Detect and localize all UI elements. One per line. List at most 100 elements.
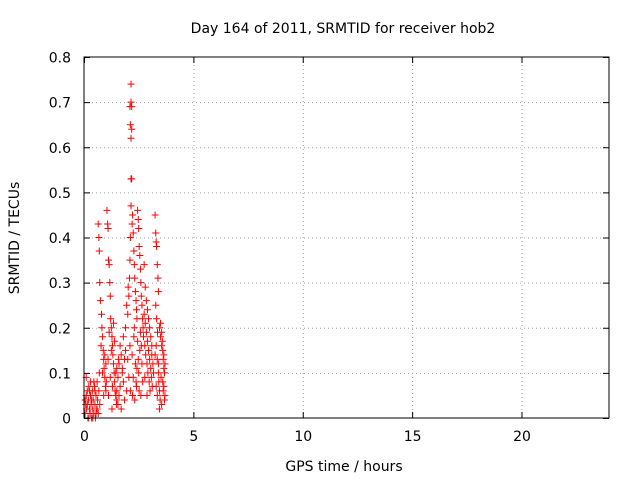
data-point xyxy=(105,328,113,336)
data-point xyxy=(146,355,154,363)
data-points xyxy=(81,80,169,422)
data-point xyxy=(108,405,116,413)
data-point xyxy=(143,391,151,399)
y-tick-label: 0.7 xyxy=(49,96,71,112)
data-point xyxy=(158,342,166,350)
data-point xyxy=(151,211,159,219)
data-point xyxy=(105,391,112,399)
data-point xyxy=(160,382,168,390)
data-point xyxy=(110,319,118,327)
data-point xyxy=(104,355,112,363)
data-point xyxy=(122,346,130,354)
data-point xyxy=(154,369,162,377)
data-point xyxy=(90,378,98,386)
data-point xyxy=(92,391,100,399)
data-point xyxy=(147,373,155,381)
x-tick-label: 15 xyxy=(404,429,422,445)
data-point xyxy=(152,382,160,390)
data-point xyxy=(128,125,136,133)
data-point xyxy=(141,373,149,381)
data-point xyxy=(129,391,137,399)
data-point xyxy=(127,98,135,106)
data-point xyxy=(141,319,149,327)
data-point xyxy=(135,369,143,377)
data-point xyxy=(120,396,128,404)
data-point xyxy=(147,333,155,341)
data-point xyxy=(108,382,116,390)
data-point xyxy=(153,261,161,269)
data-point xyxy=(153,243,161,251)
data-point xyxy=(96,400,104,408)
data-point xyxy=(153,355,161,363)
data-point xyxy=(99,369,107,377)
data-point xyxy=(81,396,89,404)
data-point xyxy=(130,324,138,332)
data-point xyxy=(160,364,168,372)
data-point xyxy=(113,387,121,395)
data-point xyxy=(116,382,124,390)
data-point xyxy=(155,405,163,413)
data-point xyxy=(133,306,140,314)
data-point xyxy=(129,211,137,219)
data-point xyxy=(126,387,134,395)
data-point xyxy=(95,234,103,241)
y-tick-label: 0.5 xyxy=(49,186,71,202)
data-point xyxy=(161,369,168,377)
data-point xyxy=(129,373,137,381)
data-point xyxy=(122,324,130,332)
data-point xyxy=(115,355,123,363)
y-tick-label: 0.4 xyxy=(49,231,71,247)
data-point xyxy=(137,391,145,399)
x-tick-label: 10 xyxy=(294,429,312,445)
data-point xyxy=(113,396,121,404)
data-point xyxy=(157,333,165,341)
data-point xyxy=(101,351,109,359)
data-point xyxy=(158,328,166,336)
data-point xyxy=(99,333,107,341)
data-point xyxy=(123,301,131,309)
data-point xyxy=(106,279,114,287)
data-point xyxy=(125,292,133,300)
x-tick-label: 20 xyxy=(513,429,531,445)
data-point xyxy=(152,301,160,309)
data-point xyxy=(92,409,100,417)
data-point xyxy=(145,346,153,354)
data-point xyxy=(126,234,134,241)
data-point xyxy=(143,337,151,345)
data-point xyxy=(117,351,125,359)
data-point xyxy=(158,337,166,345)
data-point xyxy=(154,360,162,368)
data-point xyxy=(117,405,125,413)
data-point xyxy=(107,324,115,332)
data-point xyxy=(128,103,136,111)
axis-ticks xyxy=(84,57,609,419)
data-point xyxy=(104,224,112,232)
data-point xyxy=(132,297,140,305)
data-point xyxy=(126,256,134,264)
data-point xyxy=(83,400,91,408)
data-point xyxy=(161,360,169,368)
data-point xyxy=(128,220,136,228)
data-point xyxy=(137,292,145,300)
data-point xyxy=(140,333,147,341)
data-point xyxy=(119,378,127,386)
data-point xyxy=(135,224,143,232)
data-point xyxy=(146,324,154,332)
y-tick-label: 0.1 xyxy=(49,366,71,382)
data-point xyxy=(137,279,145,287)
data-point xyxy=(133,364,141,372)
y-tick-label: 0.2 xyxy=(49,321,71,337)
data-point xyxy=(143,306,151,314)
x-axis-label: GPS time / hours xyxy=(285,459,402,475)
data-point xyxy=(105,261,113,269)
tick-labels: 0 5 10 15 20 0 0.1 0.2 0.3 0.4 0.5 0.6 0.7 0.8 xyxy=(49,51,531,446)
data-point xyxy=(160,351,168,359)
x-tick-label: 5 xyxy=(189,429,198,445)
data-point xyxy=(136,252,144,260)
data-point xyxy=(134,206,142,214)
data-point xyxy=(129,229,137,237)
data-point xyxy=(111,337,119,345)
data-point xyxy=(98,310,105,318)
data-point xyxy=(135,387,143,395)
